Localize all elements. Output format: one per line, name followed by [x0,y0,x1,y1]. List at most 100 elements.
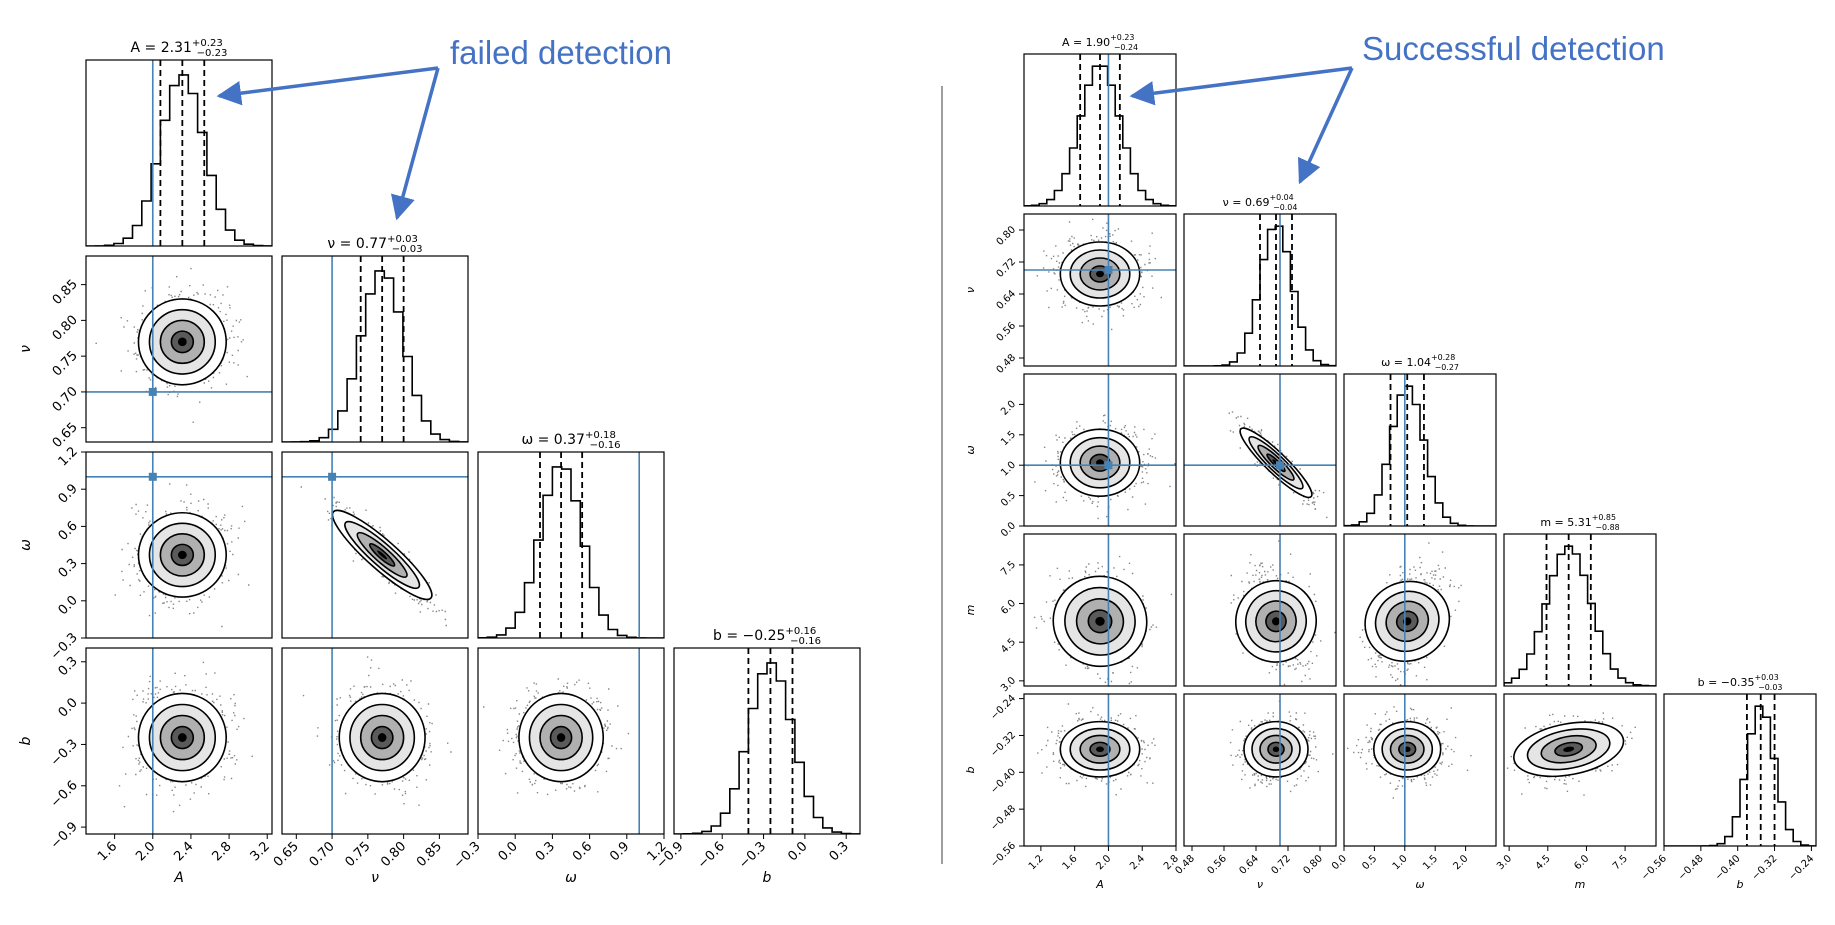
x-axis-label-2: ω [565,870,577,886]
y-tick-label: −0.40 [989,767,1018,796]
truth-marker [148,472,157,481]
panel-4-3: 3.0 4.5 6.0 7.5 m [1495,693,1657,891]
panel-content [282,452,468,638]
y-axis-label-2: ω [964,445,977,454]
panel-4-2: 0.0 0.5 1.0 1.5 2.0 ω [1330,693,1497,891]
x-tick-label: 0.6 [570,839,595,864]
panel-frame [281,451,469,639]
panel-2-0: 0.0 0.5 1.0 1.5 2.0 ω [964,373,1177,539]
y-tick-label: 0.75 [50,348,81,379]
panel-frame [1023,373,1177,527]
marginal-title-2: ω = 0.37+0.18 −0.16 [521,430,620,451]
marginal-title-4: b = −0.35+0.03 −0.03 [1698,673,1783,692]
x-tick-label: 0.80 [1301,853,1325,877]
panel-1-0: 0.48 0.56 0.64 0.72 0.80 ν [964,213,1177,376]
y-tick-label: 0.64 [995,288,1019,312]
x-tick-label: 0.3 [533,839,558,864]
y-tick-label: 1.5 [999,429,1018,448]
y-tick-label: −0.3 [48,737,81,770]
x-tick-label: 0.70 [307,839,338,870]
y-tick-label: 1.0 [999,460,1018,479]
x-tick-label: −0.3 [736,839,769,872]
histogram-outline [1664,705,1816,846]
panel-frame [477,451,665,639]
marginal-title-3: b = −0.25+0.16 −0.16 [713,626,821,647]
panel-1-0: 0.65 0.70 0.75 0.80 0.85 ν [18,255,273,451]
panel-2-1 [281,451,469,639]
panel-3-0: 1.6 2.0 2.4 2.8 3.2A−0.9−0.6−0.30.00.3b [18,647,273,886]
truth-marker [1104,461,1113,470]
histogram-outline [282,270,468,442]
y-tick-label: 2.0 [999,399,1018,418]
x-axis-label-3: b [763,870,772,886]
x-tick-label: 0.75 [342,839,373,870]
density-contour [1095,616,1105,626]
panel-content [86,60,272,246]
y-tick-label: 0.80 [50,313,81,344]
panel-content [1344,374,1496,526]
marginal-title-1: ν = 0.69+0.04 −0.04 [1223,193,1298,212]
panel-3-1: 0.65 0.70 0.75 0.80 0.85 ν [271,647,469,886]
panel-0-0: A = 2.31+0.23 −0.23 [85,38,273,247]
panel-frame [1343,373,1497,527]
panel-frame [85,451,273,639]
x-tick-label: −0.6 [695,839,728,872]
x-tick-label: 0.48 [1173,853,1197,877]
panel-3-3: b = −0.25+0.16 −0.16−0.9 −0.6 −0.3 0.0 0.3b [654,626,861,886]
y-tick-label: −0.24 [989,693,1018,722]
y-tick-label: 0.9 [56,481,81,506]
panel-frame [1183,213,1337,367]
panel-content [1024,214,1176,366]
x-axis-label-1: ν [1257,878,1263,891]
x-axis-label-2: ω [1415,878,1424,891]
panel-content [86,256,272,442]
x-axis-label-0: A [173,870,184,886]
density-contour [177,733,187,742]
x-axis-label-4: b [1737,878,1744,891]
density-contour [1272,746,1280,753]
y-tick-label: 3.0 [999,675,1018,694]
panel-0-0: A = 1.90+0.23 −0.24 [1023,33,1177,207]
panel-content [1664,694,1816,846]
x-tick-label: 1.6 [1061,853,1080,872]
panel-content [1184,214,1336,366]
panel-frame [281,647,469,835]
x-tick-label: 7.5 [1611,853,1630,872]
x-tick-label: 3.2 [248,839,273,864]
annotation-successful-detection: Successful detection [1362,30,1665,67]
y-tick-label: 0.48 [995,352,1019,376]
panel-frame [85,255,273,443]
histogram-outline [674,662,860,834]
x-tick-label: 2.4 [171,839,196,864]
panel-content [674,648,860,834]
y-tick-label: 0.56 [995,320,1019,344]
x-tick-label: 2.0 [1452,853,1471,872]
panel-frame [1503,693,1657,847]
panel-frame [281,255,469,443]
corner-plot-successful: A = 1.90+0.23 −0.24 0.48 0.56 0.64 0.72 0.80 ν ν… [964,33,1817,891]
histogram-outline [1344,385,1496,526]
x-tick-label: 0.3 [827,839,852,864]
arrow-right-to-nu [1298,67,1354,185]
x-tick-label: 1.0 [1391,853,1410,872]
panel-frame [1503,533,1657,687]
panel-frame [477,647,665,835]
panel-frame [673,647,861,835]
annotation-arrows [216,66,1354,221]
y-tick-label: 4.5 [999,637,1018,656]
y-tick-label: 0.72 [995,256,1019,280]
marginal-title-1: ν = 0.77+0.03 −0.03 [327,234,422,255]
panel-content [1024,54,1176,206]
panel-4-0: 1.2 1.6 2.0 2.4 2.8A−0.56−0.48−0.40−0.32−0.2… [964,693,1181,891]
y-axis-label-3: m [964,605,977,616]
y-tick-label: −0.3 [48,630,81,663]
x-tick-label: 0.65 [271,839,302,870]
y-tick-label: −0.56 [989,840,1018,869]
x-tick-label: 0.56 [1205,853,1229,877]
y-tick-label: 0.0 [56,695,81,720]
marginal-title-3: m = 5.31+0.85 −0.88 [1540,513,1619,532]
y-tick-label: 0.80 [995,224,1019,248]
panel-frame [1023,533,1177,687]
y-tick-label: 0.6 [56,519,81,544]
